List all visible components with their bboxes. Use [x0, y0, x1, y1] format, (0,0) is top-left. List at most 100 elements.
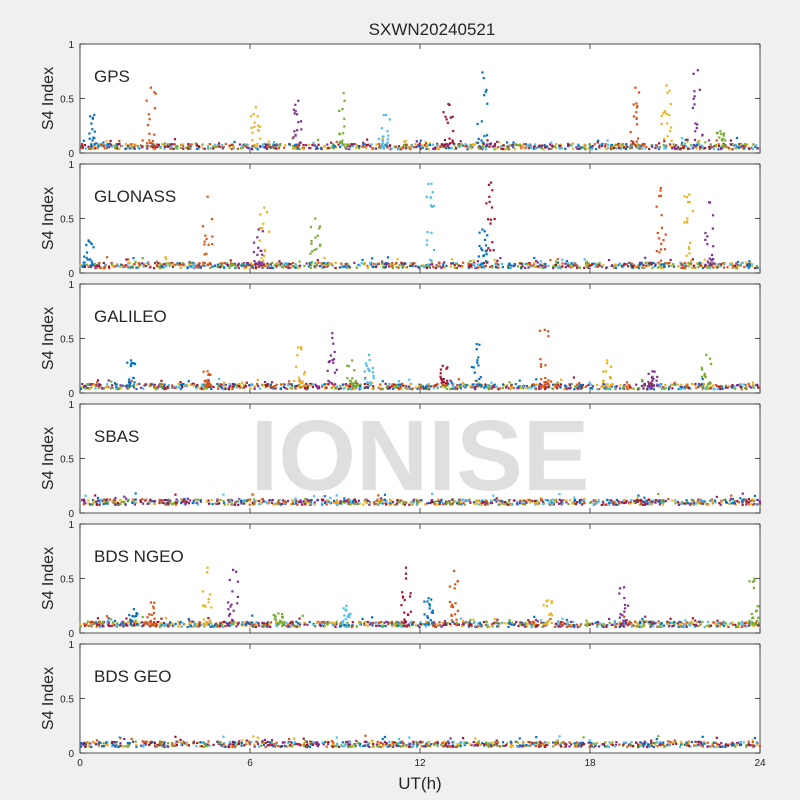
data-point	[431, 205, 434, 209]
data-point	[597, 139, 600, 142]
data-point	[737, 264, 740, 267]
data-point	[160, 383, 164, 386]
data-point	[542, 621, 545, 624]
data-point	[408, 503, 411, 506]
data-point	[252, 498, 256, 501]
data-point	[706, 260, 709, 263]
data-point	[454, 500, 457, 503]
data-point	[332, 147, 336, 150]
data-point	[733, 144, 736, 147]
data-point	[477, 382, 480, 385]
data-point	[347, 365, 350, 368]
data-point	[660, 263, 663, 266]
data-point	[708, 382, 711, 386]
data-point	[647, 372, 650, 375]
data-point	[489, 249, 492, 252]
data-point	[88, 137, 91, 140]
data-point	[216, 502, 219, 506]
data-point	[449, 388, 452, 391]
data-point	[110, 387, 113, 390]
data-point	[523, 503, 527, 506]
data-point	[710, 253, 714, 257]
data-point	[386, 138, 389, 141]
data-point	[94, 494, 97, 497]
data-point	[628, 502, 631, 505]
data-point	[116, 503, 119, 506]
data-point	[622, 146, 626, 149]
data-point	[546, 145, 549, 148]
data-point	[547, 335, 550, 338]
data-point	[381, 380, 384, 383]
data-point	[118, 139, 121, 143]
data-point	[733, 500, 736, 503]
data-point	[478, 244, 481, 248]
data-point	[321, 498, 325, 501]
data-point	[722, 132, 726, 135]
data-point	[210, 218, 214, 221]
data-point	[700, 145, 703, 149]
data-point	[188, 622, 191, 625]
data-point	[480, 146, 483, 149]
data-point	[442, 111, 445, 114]
data-point	[615, 263, 618, 266]
data-point	[401, 382, 404, 385]
data-point-peak	[368, 353, 371, 357]
data-point	[288, 263, 292, 266]
data-point	[485, 143, 489, 146]
data-point	[297, 346, 300, 349]
data-point	[153, 262, 157, 265]
data-point	[751, 383, 754, 386]
data-point	[756, 147, 759, 150]
data-point	[319, 147, 323, 150]
data-point	[315, 145, 318, 148]
data-point	[163, 388, 166, 391]
data-point	[450, 381, 453, 384]
data-point	[753, 494, 757, 497]
data-point	[533, 384, 536, 387]
data-point	[602, 379, 605, 382]
data-point	[696, 123, 699, 126]
data-point	[93, 143, 96, 146]
data-point	[146, 144, 149, 148]
data-point	[506, 384, 509, 387]
data-point	[747, 266, 750, 269]
data-point	[94, 267, 97, 270]
data-point	[484, 623, 488, 627]
data-point	[636, 498, 639, 502]
data-point	[552, 265, 555, 268]
data-point	[610, 383, 613, 386]
data-point	[531, 499, 534, 503]
data-point	[667, 265, 671, 268]
data-point	[256, 236, 259, 239]
data-point	[608, 503, 611, 506]
data-point	[614, 501, 617, 504]
data-point	[92, 622, 95, 625]
data-point	[148, 502, 151, 505]
data-point	[123, 495, 126, 498]
data-point	[608, 499, 611, 502]
data-point	[203, 625, 206, 628]
data-point	[308, 262, 311, 265]
data-point	[90, 386, 93, 389]
data-point	[616, 503, 619, 506]
data-point	[625, 381, 628, 384]
data-point	[98, 499, 101, 502]
data-point	[161, 143, 164, 146]
data-point	[325, 265, 328, 269]
data-point	[318, 265, 321, 268]
data-point	[587, 383, 590, 386]
data-point	[141, 257, 144, 260]
data-point	[436, 386, 439, 389]
data-point	[473, 501, 476, 504]
data-point	[687, 387, 691, 390]
data-point	[451, 498, 454, 501]
data-point	[164, 498, 167, 502]
data-point	[510, 144, 513, 147]
data-point	[84, 147, 88, 150]
data-point	[432, 621, 436, 624]
data-point	[744, 383, 747, 387]
data-point	[141, 615, 144, 619]
data-point	[194, 142, 197, 145]
data-point	[218, 498, 221, 502]
data-point	[556, 258, 559, 261]
